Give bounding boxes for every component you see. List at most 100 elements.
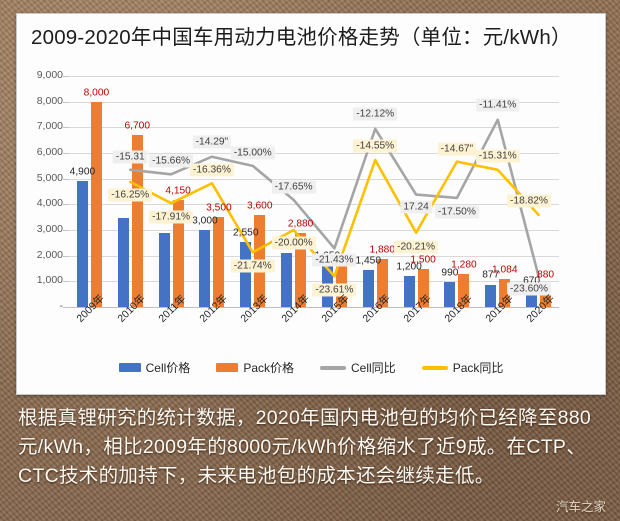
pack-price-label: 1,084	[492, 264, 518, 276]
y-axis-left-tick: 6,000	[36, 146, 63, 158]
cell-yoy-label: -15.66%	[149, 154, 194, 168]
pack-yoy-label: -16.25%	[108, 188, 153, 202]
gridline	[69, 153, 559, 154]
cell-price-label: 877	[482, 269, 500, 281]
cell-yoy-label: -14.29"	[192, 135, 232, 149]
chart-card: 2009-2020年中国车用动力电池价格走势（单位：元/kWh） - 1,000 2…	[16, 13, 606, 395]
gridline	[69, 204, 559, 206]
pack-yoy-label: -20.21%	[394, 240, 439, 254]
cell-price-bar[interactable]	[362, 269, 374, 307]
cell-price-bar[interactable]	[281, 253, 293, 307]
pack-price-label: 8,000	[83, 87, 110, 99]
cell-yoy-label: -11.41%	[476, 98, 520, 112]
lines-layer	[128, 118, 540, 278]
pack-price-bar[interactable]	[417, 268, 429, 307]
y-axis-left-tick: 7,000	[36, 120, 63, 133]
legend-item-2[interactable]: Pack价格	[216, 359, 294, 376]
pack-price-bar[interactable]	[172, 200, 184, 307]
cell-yoy-line[interactable]	[128, 118, 540, 278]
pack-price-bar[interactable]	[458, 274, 470, 307]
y-axis-left-tick: 2,000	[36, 248, 63, 261]
y-axis-left-tick: 9,000	[36, 69, 63, 81]
pack-price-label: 3,500	[206, 202, 232, 214]
pack-yoy-label: -21.74%	[230, 259, 275, 273]
y-axis-left-tick: -	[59, 300, 64, 312]
chart-title: 2009-2020年中国车用动力电池价格走势（单位：元/kWh）	[31, 26, 572, 49]
legend-label: Cell同比	[351, 361, 396, 375]
y-axis-left-tick: 5,000	[36, 171, 63, 184]
y-tick-mark	[63, 178, 69, 180]
y-axis-left-tick: 4,000	[36, 197, 63, 210]
cell-yoy-label: -15.31	[112, 150, 148, 164]
y-tick-mark	[63, 101, 69, 103]
pack-price-bar[interactable]	[213, 217, 225, 307]
legend-label: Pack价格	[243, 361, 294, 375]
pack-yoy-label: -18.82%	[507, 194, 551, 208]
pack-price-bar[interactable]	[295, 233, 307, 307]
cell-price-label: 2,550	[233, 227, 259, 239]
gridline	[69, 127, 559, 129]
legend-swatch-icon	[216, 363, 239, 372]
cell-price-bar[interactable]	[76, 181, 88, 307]
pack-price-label: 880	[537, 269, 555, 281]
legend-item-4[interactable]: Pack同比	[421, 359, 504, 376]
y-axis-left-tick: 8,000	[36, 94, 63, 107]
y-tick-mark	[63, 153, 69, 154]
pack-yoy-label: -14.67"	[437, 142, 477, 156]
cell-price-bar[interactable]	[199, 230, 211, 307]
gridline	[69, 76, 559, 77]
pack-yoy-label: -14.55%	[353, 139, 398, 153]
pack-yoy-line[interactable]	[128, 158, 540, 278]
pack-yoy-label: -16.36%	[189, 163, 234, 177]
gridline	[69, 281, 559, 283]
cell-price-bar[interactable]	[240, 241, 252, 307]
cell-price-label: 1,200	[396, 261, 422, 273]
pack-price-bar[interactable]	[90, 101, 102, 307]
y-axis-left-tick: 3,000	[36, 223, 63, 235]
cell-yoy-label: 17.24	[400, 200, 432, 214]
gridline	[69, 101, 559, 103]
y-tick-mark	[63, 230, 69, 231]
y-tick-mark	[63, 307, 69, 308]
legend-item-1[interactable]: Cell价格	[118, 359, 190, 376]
cell-price-label: 3,000	[192, 215, 218, 227]
cell-yoy-label: -12.12%	[353, 107, 398, 121]
pack-price-bar[interactable]	[131, 135, 143, 307]
pack-yoy-label: -23.61%	[312, 283, 357, 297]
pack-price-label: 2,880	[287, 218, 314, 230]
y-tick-mark	[63, 76, 69, 77]
y-tick-mark	[63, 255, 69, 257]
cell-yoy-label: -21.43%	[312, 253, 357, 267]
cell-yoy-label: -17.50%	[434, 205, 479, 219]
cell-price-label: 4,900	[69, 166, 96, 178]
legend-line-icon	[421, 365, 448, 370]
legend-line-icon	[320, 365, 346, 370]
pack-yoy-label: -17.91%	[149, 210, 194, 224]
cell-yoy-label: -15.00%	[230, 146, 275, 160]
cell-yoy-label: -23.60%	[507, 282, 551, 296]
watermark: 汽车之家	[555, 500, 606, 514]
gridline	[69, 178, 559, 180]
cell-price-bar[interactable]	[444, 281, 456, 307]
pack-price-bar[interactable]	[335, 258, 347, 307]
pack-price-label: 3,600	[247, 200, 273, 212]
cell-price-bar[interactable]	[117, 217, 129, 307]
y-axis-left-tick: 1,000	[36, 274, 63, 287]
cell-price-bar[interactable]	[526, 289, 538, 307]
caption-text: 根据真锂研究的统计数据，2020年国内电池包的均价已经降至880元/kWh，相比…	[18, 407, 592, 487]
cell-yoy-label: -17.65%	[271, 180, 316, 194]
plot-area: - 1,000 2,000 3,000 4,000 5,000 6,000 7,000 8,00…	[37, 69, 559, 325]
cell-price-bar[interactable]	[158, 233, 170, 307]
cell-price-label: 990	[441, 267, 459, 279]
pack-price-bar[interactable]	[376, 258, 388, 307]
chart-legend: Cell价格 Pack价格 Cell同比 Pack同比	[17, 359, 605, 376]
pack-price-label: 1,880	[369, 244, 396, 256]
pack-price-bar[interactable]	[499, 279, 511, 307]
pack-price-bar[interactable]	[540, 284, 552, 307]
legend-label: Pack同比	[452, 361, 504, 375]
legend-item-3[interactable]: Cell同比	[320, 359, 396, 376]
y-tick-mark	[63, 127, 69, 129]
cell-price-bar[interactable]	[485, 284, 497, 307]
cell-price-label: 1,450	[355, 255, 382, 267]
cell-price-bar[interactable]	[403, 276, 415, 307]
